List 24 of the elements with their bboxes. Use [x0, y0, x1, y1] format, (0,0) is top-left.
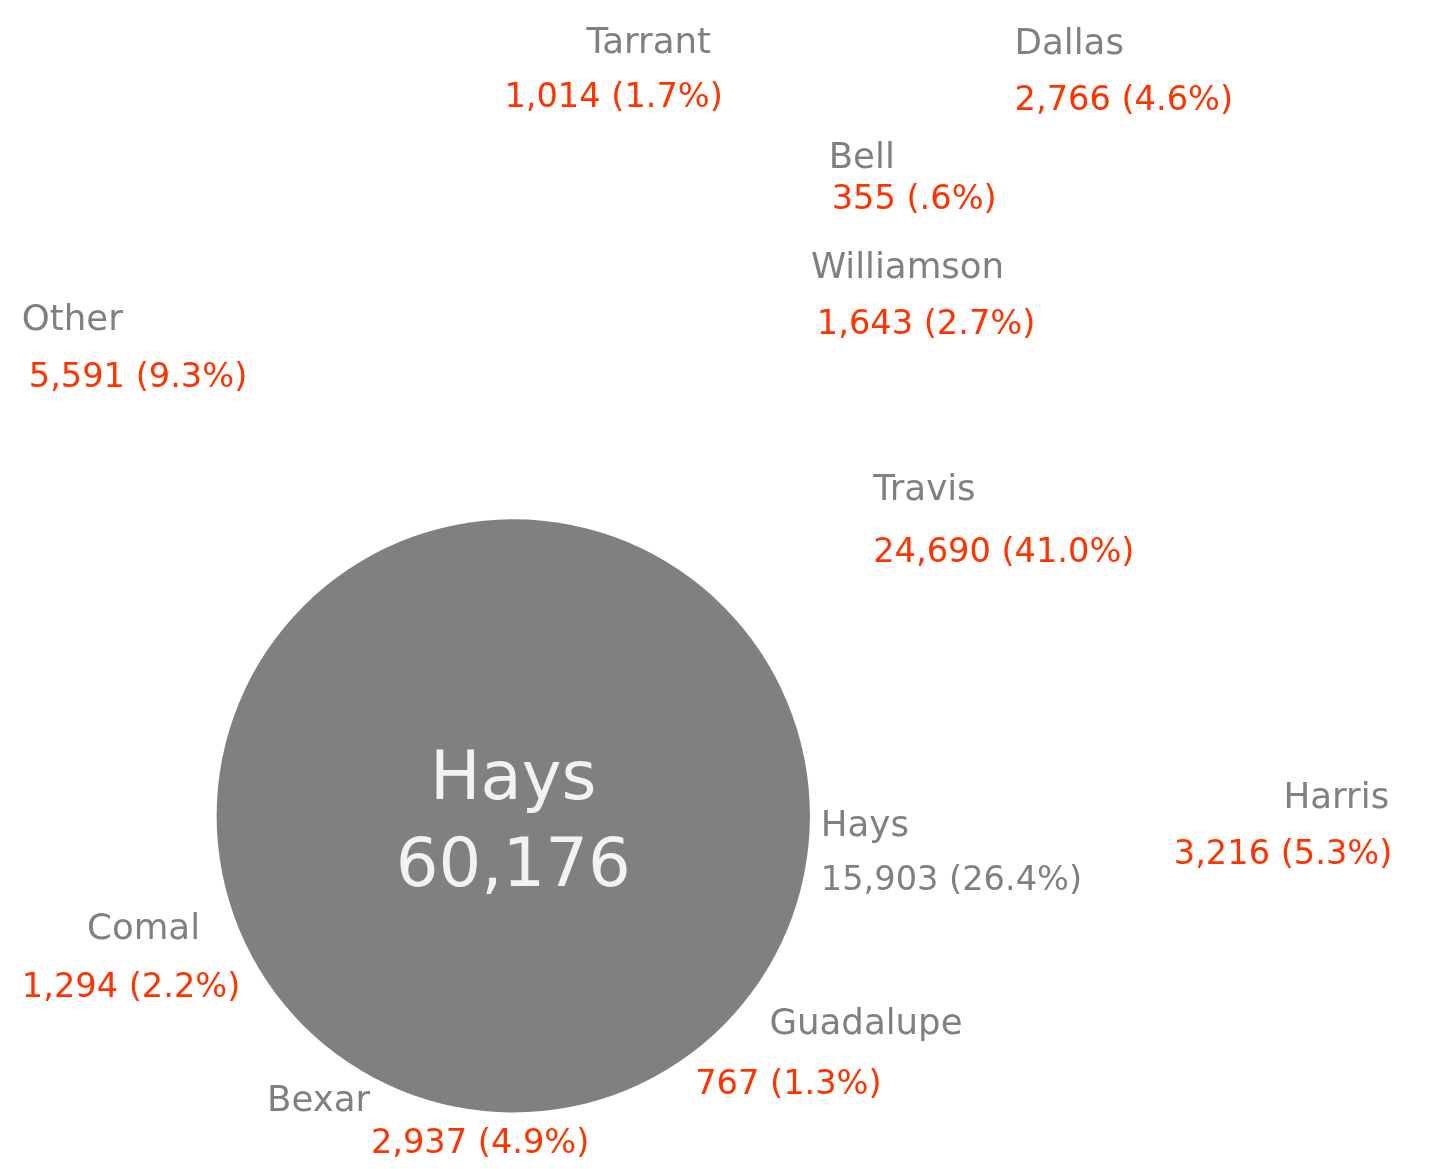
- category-label: Guadalupe: [769, 1001, 963, 1043]
- data-label: 1,294 (2.2%): [21, 965, 241, 1005]
- category-label: Williamson: [810, 244, 1005, 286]
- data-label: 2,766 (4.6%): [1014, 78, 1234, 118]
- data-label: 15,903 (26.4%): [820, 859, 1083, 899]
- category-label: Hays: [820, 802, 909, 844]
- data-label: 1,643 (2.7%): [816, 303, 1036, 343]
- category-label: Harris: [1283, 774, 1390, 816]
- data-label: 5,591 (9.3%): [28, 355, 248, 395]
- category-label: Travis: [872, 467, 976, 509]
- data-label: 2,937 (4.9%): [370, 1122, 590, 1162]
- data-label: 1,014 (1.7%): [504, 75, 723, 115]
- text: 60,176: [395, 824, 631, 903]
- category-label: Bexar: [267, 1077, 371, 1119]
- data-label: 3,216 (5.3%): [1173, 833, 1393, 873]
- category-label: Other: [21, 297, 124, 339]
- category-label: Tarrant: [585, 19, 712, 61]
- text: Hays: [430, 737, 597, 816]
- data-label: 355 (.6%): [831, 177, 997, 217]
- category-label: Dallas: [1014, 20, 1124, 62]
- category-label: Comal: [87, 905, 201, 947]
- data-label: 24,690 (41.0%): [873, 530, 1135, 570]
- category-label: Bell: [828, 135, 895, 177]
- data-label: 767 (1.3%): [695, 1062, 882, 1102]
